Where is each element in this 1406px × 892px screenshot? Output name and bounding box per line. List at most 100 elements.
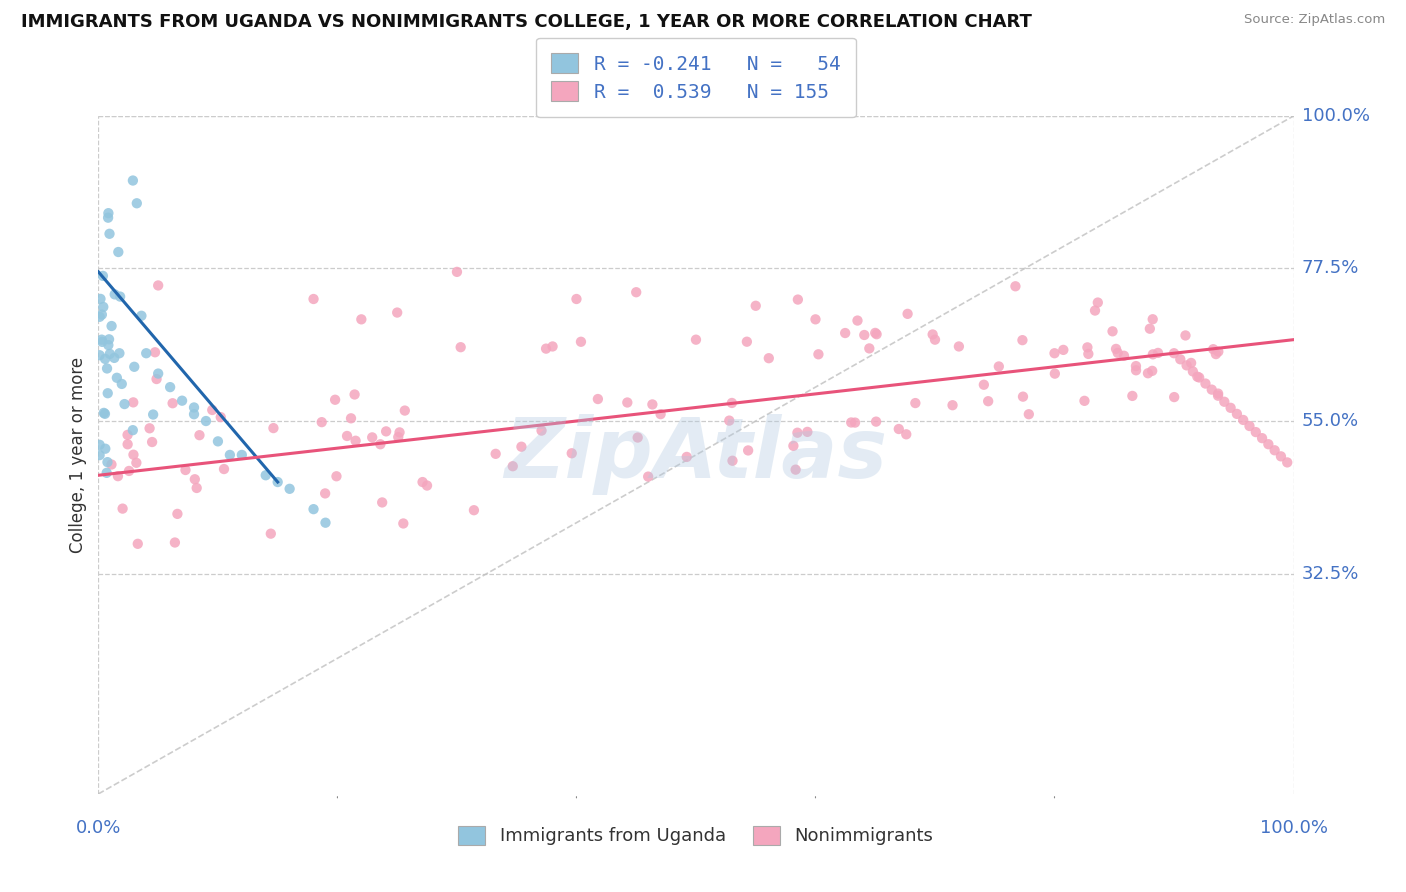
Y-axis label: College, 1 year or more: College, 1 year or more	[69, 357, 87, 553]
Point	[616, 395, 638, 409]
Text: 77.5%: 77.5%	[1302, 260, 1360, 277]
Point	[1270, 450, 1292, 464]
Point	[1142, 312, 1164, 326]
Point	[254, 468, 277, 483]
Point	[786, 293, 808, 307]
Point	[626, 285, 648, 300]
Point	[325, 469, 347, 483]
Point	[90, 333, 112, 347]
Point	[96, 455, 118, 469]
Point	[641, 397, 664, 411]
Point	[1121, 389, 1143, 403]
Point	[131, 309, 153, 323]
Point	[1187, 369, 1209, 384]
Point	[166, 507, 188, 521]
Point	[159, 380, 181, 394]
Point	[1073, 393, 1095, 408]
Point	[122, 173, 145, 187]
Point	[89, 292, 111, 306]
Point	[1219, 401, 1241, 415]
Point	[1206, 389, 1229, 403]
Point	[948, 339, 970, 353]
Point	[174, 463, 197, 477]
Point	[758, 351, 780, 366]
Point	[1043, 346, 1066, 360]
Point	[896, 427, 918, 442]
Point	[865, 327, 887, 342]
Point	[1012, 390, 1035, 404]
Point	[107, 245, 129, 260]
Point	[1087, 295, 1109, 310]
Point	[124, 359, 146, 374]
Point	[1226, 407, 1249, 421]
Point	[412, 475, 434, 489]
Point	[446, 265, 468, 279]
Point	[897, 307, 920, 321]
Point	[89, 438, 111, 452]
Point	[510, 440, 533, 454]
Point	[278, 482, 301, 496]
Point	[267, 475, 290, 489]
Point	[94, 407, 117, 421]
Point	[1175, 359, 1198, 373]
Point	[172, 393, 194, 408]
Point	[785, 463, 807, 477]
Point	[1105, 342, 1128, 356]
Point	[111, 376, 134, 391]
Point	[350, 312, 373, 326]
Point	[91, 268, 114, 283]
Point	[1125, 363, 1147, 377]
Point	[1043, 367, 1066, 381]
Point	[561, 446, 583, 460]
Point	[735, 334, 758, 349]
Text: 0.0%: 0.0%	[76, 819, 121, 837]
Text: ZipAtlas: ZipAtlas	[505, 415, 887, 495]
Point	[91, 334, 114, 349]
Point	[98, 347, 121, 361]
Point	[262, 421, 284, 435]
Point	[311, 415, 333, 429]
Point	[1140, 364, 1163, 378]
Point	[565, 292, 588, 306]
Point	[94, 442, 117, 456]
Point	[1168, 352, 1191, 367]
Point	[323, 392, 346, 407]
Point	[844, 416, 866, 430]
Point	[534, 342, 557, 356]
Point	[858, 342, 880, 356]
Point	[209, 410, 232, 425]
Point	[90, 308, 112, 322]
Point	[718, 414, 741, 428]
Point	[315, 516, 337, 530]
Point	[807, 347, 830, 361]
Point	[361, 430, 384, 444]
Point	[98, 227, 121, 241]
Point	[125, 456, 148, 470]
Point	[1163, 346, 1185, 360]
Point	[148, 278, 170, 293]
Point	[104, 287, 127, 301]
Point	[586, 392, 609, 406]
Point	[89, 448, 111, 462]
Point	[1277, 455, 1299, 469]
Point	[121, 423, 143, 437]
Point	[865, 415, 887, 429]
Point	[122, 448, 145, 462]
Point	[107, 469, 129, 483]
Point	[100, 318, 122, 333]
Point	[186, 481, 208, 495]
Legend: Immigrants from Uganda, Nonimmigrants: Immigrants from Uganda, Nonimmigrants	[451, 819, 941, 853]
Point	[1232, 413, 1254, 427]
Point	[1084, 303, 1107, 318]
Point	[385, 305, 409, 319]
Point	[887, 422, 910, 436]
Point	[1208, 344, 1230, 359]
Text: 100.0%: 100.0%	[1260, 819, 1327, 837]
Point	[114, 397, 136, 411]
Point	[97, 211, 120, 225]
Point	[416, 478, 439, 492]
Point	[108, 346, 131, 360]
Point	[183, 407, 205, 421]
Point	[904, 396, 927, 410]
Point	[125, 196, 148, 211]
